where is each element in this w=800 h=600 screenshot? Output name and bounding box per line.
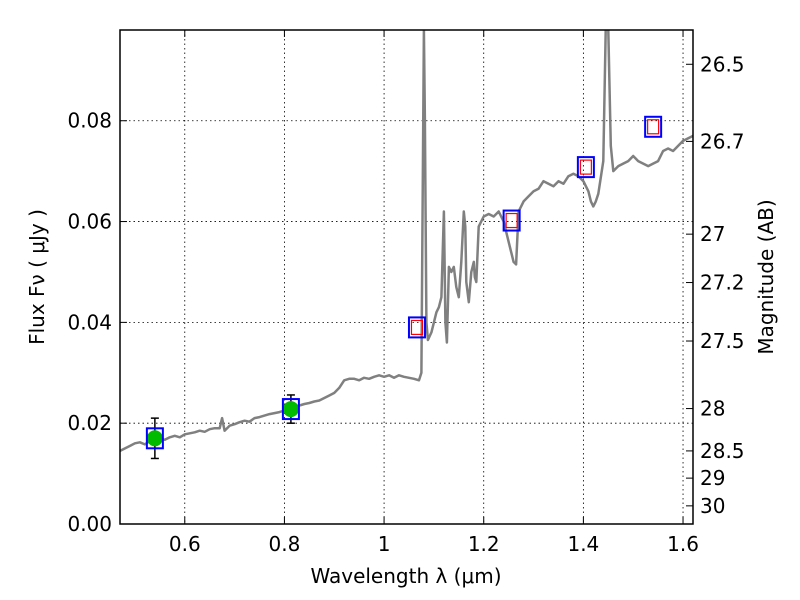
y-axis-ticks: 0.00 0.02 0.04 0.06 0.08 (67, 109, 127, 536)
y-tick-label: 0.06 (67, 210, 112, 234)
model-box (502, 209, 521, 232)
model-box (644, 115, 663, 138)
model-box (281, 398, 300, 421)
marker-layer (145, 115, 663, 460)
observed-point (146, 430, 163, 447)
x-tick-label: 1.6 (667, 532, 699, 556)
y-tick-label: 0.04 (67, 310, 112, 334)
x-tick-label: 1.4 (567, 532, 599, 556)
model-box (576, 156, 595, 179)
mag-tick-label: 29 (700, 466, 725, 490)
x-tick-label: 0.6 (169, 532, 201, 556)
model-box (407, 316, 426, 339)
y-tick-label: 0.02 (67, 411, 112, 435)
mag-tick-label: 26.7 (700, 129, 745, 153)
mag-tick-label: 28.5 (700, 439, 745, 463)
mag-tick-label: 27.2 (700, 271, 745, 295)
model-box (145, 427, 164, 450)
observed-point (282, 401, 299, 418)
mag-tick-label: 30 (700, 494, 725, 518)
y-tick-label: 0.00 (67, 512, 112, 536)
grid (120, 30, 693, 524)
x-tick-label: 1.2 (468, 532, 500, 556)
x-tick-label: 0.8 (269, 532, 301, 556)
limit-box (579, 159, 592, 175)
y-tick-label: 0.08 (67, 109, 112, 133)
y-axis-label: Flux Fν ( μJy ) (25, 209, 49, 345)
mag-axis-label: Magnitude (AB) (754, 199, 778, 354)
x-axis-label: Wavelength λ (μm) (310, 564, 501, 588)
mag-axis-ticks: 26.5 26.7 27 27.2 27.5 28 28.5 29 30 (686, 52, 745, 518)
limit-box (647, 119, 660, 135)
spectrum-layer (120, 30, 693, 453)
x-tick-label: 1 (378, 532, 391, 556)
plot-frame (119, 29, 694, 525)
mag-tick-label: 26.5 (700, 52, 745, 76)
x-axis-ticks: 0.6 0.8 1 1.2 1.4 1.6 (169, 30, 699, 556)
spectrum-line (120, 30, 693, 453)
limit-box (505, 212, 518, 229)
limit-box (410, 319, 424, 336)
mag-tick-label: 28 (700, 397, 725, 421)
mag-tick-label: 27 (700, 222, 725, 246)
plot-area (120, 30, 693, 524)
mag-tick-label: 27.5 (700, 329, 745, 353)
